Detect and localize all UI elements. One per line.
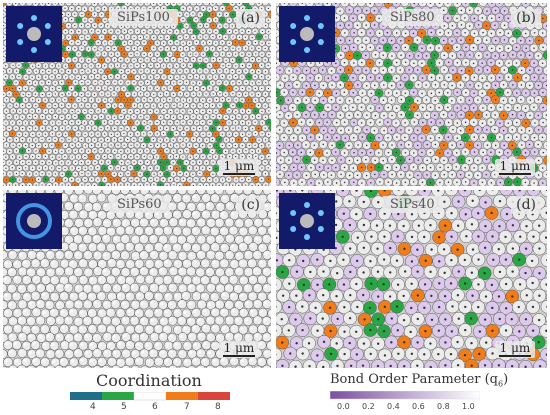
bond-order-title-text: Bond Order Parameter (q: [330, 372, 498, 387]
coordination-swatch-4: [70, 392, 102, 400]
coordination-colorbar: [70, 392, 230, 401]
panel-a-scalebar-line: [223, 173, 255, 175]
panel-a-fft-inset: [6, 6, 62, 62]
coordination-tick-4: 4: [90, 402, 96, 412]
panel-c-scalebar-label: 1 μm: [223, 341, 255, 355]
bond-order-tick-1: 0.2: [362, 402, 375, 411]
panel-d: SiPs40 (d) 1 μm: [276, 190, 547, 368]
panel-b: SiPs80 (b) 1 μm: [276, 3, 547, 186]
panel-b-sample-label: SiPs80: [382, 9, 443, 26]
panel-a: SiPs100 (a) 1 μm: [3, 3, 271, 186]
coordination-swatch-8: [198, 392, 230, 400]
panel-c-letter: (c): [236, 196, 265, 214]
bond-order-title-subscript: 6: [498, 379, 504, 389]
bond-order-tick-3: 0.6: [412, 402, 425, 411]
bond-order-gradient: [330, 391, 480, 400]
coordination-tick-5: 5: [121, 402, 127, 412]
panel-d-letter: (d): [511, 196, 541, 214]
coordination-tick-6: 6: [152, 402, 158, 412]
panel-d-scalebar: 1 μm: [495, 341, 535, 358]
coordination-tick-8: 8: [215, 402, 221, 412]
bond-order-colorbar: [330, 391, 480, 400]
panel-b-scalebar: 1 μm: [495, 159, 535, 176]
panel-d-sample-label: SiPs40: [382, 196, 443, 213]
panel-c: SiPs60 (c) 1 μm: [3, 190, 271, 368]
panel-b-scalebar-label: 1 μm: [499, 159, 531, 173]
bond-order-tick-4: 0.8: [437, 402, 450, 411]
panel-c-scalebar: 1 μm: [219, 341, 259, 358]
panel-c-fft-inset: [6, 193, 62, 249]
bond-order-tick-5: 1.0: [462, 402, 475, 411]
panel-a-sample-label: SiPs100: [109, 9, 178, 26]
coordination-tick-7: 7: [184, 402, 190, 412]
coordination-swatch-7: [166, 392, 198, 400]
bond-order-title-close: ): [503, 372, 509, 387]
panel-d-fft-inset: [279, 193, 335, 249]
bond-order-tick-0: 0.0: [337, 402, 350, 411]
panel-d-scalebar-line: [499, 355, 531, 357]
panel-b-letter: (b): [511, 9, 541, 27]
bond-order-legend-title: Bond Order Parameter (q6): [330, 372, 508, 389]
panel-a-letter: (a): [235, 9, 265, 27]
panel-b-fft-inset: [279, 6, 335, 62]
panel-b-scalebar-line: [499, 173, 531, 175]
coordination-swatch-6: [133, 392, 167, 401]
bond-order-tick-2: 0.4: [387, 402, 400, 411]
coordination-legend-title: Coordination: [96, 371, 202, 390]
panel-a-scalebar: 1 μm: [219, 159, 259, 176]
panel-c-sample-label: SiPs60: [109, 196, 170, 213]
panel-a-scalebar-label: 1 μm: [223, 159, 255, 173]
panel-d-scalebar-label: 1 μm: [499, 341, 531, 355]
coordination-swatch-5: [102, 392, 134, 400]
panel-c-scalebar-line: [223, 355, 255, 357]
